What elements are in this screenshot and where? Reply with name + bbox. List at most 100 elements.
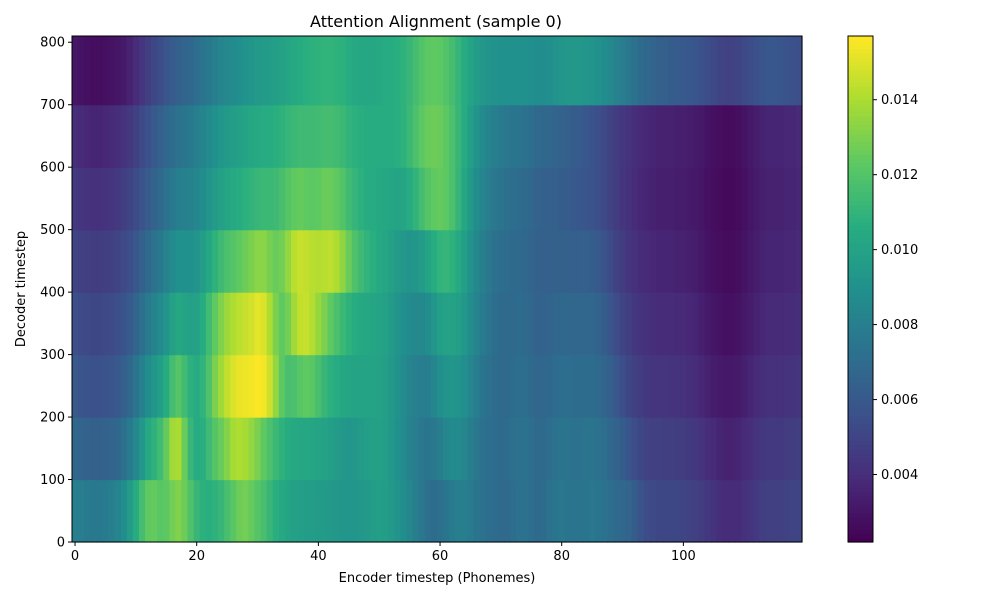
heatmap-cell [686, 479, 694, 543]
heatmap-cell [528, 36, 535, 106]
heatmap-cell [260, 417, 268, 481]
heatmap-cell [570, 292, 578, 356]
heatmap-cell [710, 229, 718, 293]
heatmap-cell [394, 229, 402, 293]
heatmap-cell [248, 417, 256, 481]
heatmap-cell [297, 292, 304, 356]
colorbar-segment [848, 280, 873, 286]
heatmap-cell [662, 479, 669, 543]
colorbar-segment [848, 259, 873, 265]
heatmap-cell [595, 417, 602, 481]
colorbar-segment [848, 415, 873, 421]
heatmap-cell [230, 104, 237, 168]
heatmap-cell [656, 104, 663, 168]
colorbar-segment [848, 52, 873, 58]
heatmap-cell [583, 229, 590, 293]
heatmap-cell [376, 229, 383, 293]
heatmap-cell [637, 104, 645, 168]
heatmap-cell [394, 104, 402, 168]
heatmap-cell [424, 36, 432, 106]
heatmap-cell [333, 354, 341, 418]
heatmap-cell [72, 36, 79, 106]
heatmap-cell [643, 36, 651, 106]
heatmap-cell [266, 292, 274, 356]
heatmap-cell [503, 167, 511, 231]
heatmap-cell [473, 292, 481, 356]
heatmap-cell [224, 292, 231, 356]
heatmap-cell [795, 479, 803, 543]
heatmap-cell [583, 167, 590, 231]
heatmap-cell [424, 292, 432, 356]
colorbar-segment [848, 213, 873, 218]
heatmap-cell [540, 479, 548, 543]
heatmap-cell [96, 354, 104, 418]
heatmap-cell [102, 292, 110, 356]
heatmap-cell [84, 479, 91, 543]
heatmap-cell [315, 36, 323, 106]
heatmap-cell [540, 417, 548, 481]
heatmap-cell [333, 229, 341, 293]
heatmap-cell [564, 167, 572, 231]
heatmap-cell [437, 104, 444, 168]
heatmap-cell [497, 479, 505, 543]
heatmap-cell [412, 167, 420, 231]
heatmap-cell [643, 229, 651, 293]
heatmap-cell [698, 292, 706, 356]
heatmap-cell [497, 167, 505, 231]
heatmap-cell [351, 354, 359, 418]
heatmap-cell [771, 36, 779, 106]
heatmap-cell [400, 167, 408, 231]
heatmap-cell [242, 229, 250, 293]
heatmap-cell [205, 229, 213, 293]
heatmap-cell [534, 292, 542, 356]
heatmap-cell [315, 354, 323, 418]
heatmap-cell [686, 292, 694, 356]
heatmap-cell [199, 167, 207, 231]
heatmap-cell [491, 292, 499, 356]
heatmap-cell [138, 167, 146, 231]
colorbar-segment [848, 246, 873, 252]
heatmap-cell [449, 292, 456, 356]
heatmap-cell [576, 36, 584, 106]
heatmap-cell [722, 104, 730, 168]
heatmap-cell [649, 479, 657, 543]
heatmap-cell [132, 229, 140, 293]
heatmap-cell [254, 167, 262, 231]
heatmap-cell [497, 417, 505, 481]
heatmap-cell [430, 104, 438, 168]
heatmap-cell [376, 417, 383, 481]
heatmap-cell [254, 104, 262, 168]
heatmap-cell [613, 479, 621, 543]
heatmap-cell [631, 292, 639, 356]
heatmap-cell [662, 104, 669, 168]
heatmap-cell [132, 292, 140, 356]
colorbar-segment [848, 318, 873, 324]
heatmap-cell [96, 417, 104, 481]
heatmap-cell [199, 229, 207, 293]
heatmap-cell [473, 354, 481, 418]
heatmap-cell [735, 167, 742, 231]
heatmap-cell [631, 354, 639, 418]
heatmap-cell [291, 229, 298, 293]
heatmap-cell [637, 36, 645, 106]
heatmap-cell [583, 36, 590, 106]
heatmap-cell [637, 167, 645, 231]
heatmap-cell [224, 354, 231, 418]
heatmap-cell [595, 292, 602, 356]
x-tick-label: 0 [71, 549, 79, 564]
colorbar-segment [848, 419, 873, 425]
heatmap-cell [376, 479, 383, 543]
heatmap-cell [716, 36, 724, 106]
heatmap-cell [248, 292, 256, 356]
heatmap-cell [120, 417, 128, 481]
heatmap-cell [729, 104, 736, 168]
heatmap-cell [108, 479, 116, 543]
heatmap-cell [783, 104, 791, 168]
heatmap-cell [260, 167, 268, 231]
colorbar-segment [848, 385, 873, 391]
heatmap-cell [400, 292, 408, 356]
heatmap-cell [510, 479, 517, 543]
x-axis-ticks: 0 20 40 60 80 100 [71, 542, 696, 564]
heatmap-cell [735, 104, 742, 168]
heatmap-cell [339, 354, 347, 418]
